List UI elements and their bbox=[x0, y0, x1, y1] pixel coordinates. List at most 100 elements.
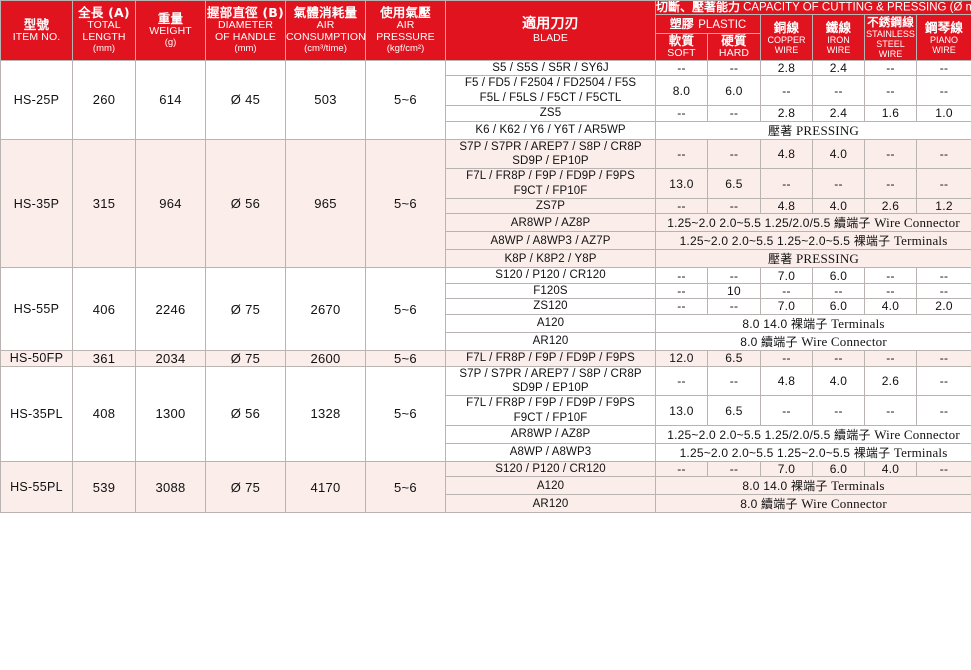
cell-blade: S120 / P120 / CR120 bbox=[445, 267, 656, 284]
cell-blade: AR120 bbox=[445, 494, 656, 514]
capacity-en: CAPACITY OF CUTTING & PRESSING (Ø mm) bbox=[743, 1, 971, 14]
cell-soft: 12.0 bbox=[655, 349, 708, 367]
cell-hard: -- bbox=[707, 365, 761, 397]
copper-wire-en1: COPPER bbox=[767, 34, 806, 45]
cell-blade: K6 / K62 / Y6 / Y6T / AR5WP bbox=[445, 120, 656, 140]
cell-blade: A8WP / A8WP3 / AZ7P bbox=[445, 231, 656, 251]
cell-soft: -- bbox=[655, 267, 708, 284]
cell-soft: -- bbox=[655, 105, 708, 122]
cell-soft: 8.0 bbox=[655, 75, 708, 107]
table-row: K6 / K62 / Y6 / Y6T / AR5WP 壓著 PRESSING bbox=[1, 120, 971, 140]
cell-air-consumption: 503 bbox=[285, 60, 366, 140]
weight-unit: (g) bbox=[164, 37, 177, 49]
plastic-cn: 塑膠 bbox=[669, 17, 694, 32]
cell-piano-wire: 2.0 bbox=[915, 298, 971, 315]
cell-stainless-steel-wire: -- bbox=[864, 60, 917, 77]
cell-blade: F5 / FD5 / F2504 / FD2504 / F5S F5L / F5L… bbox=[445, 75, 656, 107]
cell-soft: -- bbox=[655, 298, 708, 315]
stainless-wire-cn: 不銹鋼線 bbox=[867, 15, 914, 30]
merged-label-cn: 續端子 bbox=[834, 216, 871, 231]
merged-label-en: Wire Connector bbox=[874, 427, 960, 443]
cell-stainless-steel-wire: -- bbox=[864, 168, 917, 200]
cell-hard: -- bbox=[707, 461, 761, 478]
merged-label-en: Wire Connector bbox=[801, 496, 887, 512]
cell-piano-wire: 1.2 bbox=[915, 198, 971, 215]
cell-copper-wire: 2.8 bbox=[760, 60, 813, 77]
merged-label-cn: 壓著 bbox=[768, 252, 793, 267]
cell-copper-wire: 7.0 bbox=[760, 267, 813, 284]
cell-piano-wire: -- bbox=[915, 282, 971, 300]
cell-blade: ZS7P bbox=[445, 198, 656, 215]
cell-soft: -- bbox=[655, 60, 708, 77]
specification-table: 型號 ITEM NO. 全長 (A) TOTAL LENGTH (mm) 重量 … bbox=[0, 0, 971, 514]
blade-line: ZS5 bbox=[539, 107, 562, 120]
table-row: A8WP / A8WP3 1.25~2.0 2.0~5.5 1.25~2.0~5.… bbox=[1, 443, 971, 463]
cell-hard: -- bbox=[707, 105, 761, 122]
cell-capacity-merged: 壓著 PRESSING bbox=[654, 249, 971, 269]
blade-line: S7P / S7PR / AREP7 / S8P / CR8P bbox=[459, 140, 642, 153]
cell-blade: F7L / FR8P / F9P / FD9P / F9PS bbox=[445, 349, 656, 367]
merged-values: 1.25~2.0 2.0~5.5 1.25~2.0~5.5 bbox=[679, 234, 851, 249]
cell-blade: F7L / FR8P / F9P / FD9P / F9PS F9CT / FP1… bbox=[445, 395, 656, 427]
cell-soft: -- bbox=[655, 138, 708, 170]
iron-wire-en1: IRON bbox=[827, 34, 850, 45]
cell-hard: 6.5 bbox=[707, 168, 761, 200]
air-consumption-unit: (cm³/time) bbox=[304, 42, 347, 54]
blade-line: A120 bbox=[536, 479, 565, 492]
col-header-soft: 軟質 SOFT bbox=[655, 33, 708, 62]
cell-piano-wire: -- bbox=[915, 365, 971, 397]
diameter-cn: 握部直徑 (B) bbox=[207, 5, 284, 21]
table-row: HS-55P 406 2246 Ø 75 2670 5~6 S120 / P120 / CR… bbox=[0, 267, 971, 351]
cell-capacity-merged: 1.25~2.0 2.0~5.5 1.25/2.0/5.5 續端子 Wire C… bbox=[654, 425, 971, 445]
cell-capacity-merged: 1.25~2.0 2.0~5.5 1.25~2.0~5.5 裸端子 Termin… bbox=[654, 443, 971, 463]
cell-copper-wire: 4.8 bbox=[760, 138, 813, 170]
table-row: ZS120 -- -- 7.0 6.0 4.0 2.0 bbox=[1, 298, 971, 315]
cell-blade: F7L / FR8P / F9P / FD9P / F9PS F9CT / FP1… bbox=[445, 168, 656, 200]
total-length-unit: (mm) bbox=[92, 42, 116, 54]
cell-stainless-steel-wire: -- bbox=[864, 282, 917, 300]
cell-air-pressure: 5~6 bbox=[365, 365, 446, 463]
stainless-wire-en1: STAINLESS bbox=[866, 29, 915, 40]
total-length-en1: TOTAL bbox=[87, 19, 121, 32]
cell-weight: 614 bbox=[135, 60, 206, 140]
cell-hard: -- bbox=[707, 267, 761, 284]
air-consumption-cn: 氣體消耗量 bbox=[293, 5, 358, 21]
cell-air-consumption: 2600 bbox=[285, 349, 366, 367]
merged-label-cn: 裸端子 bbox=[790, 479, 828, 494]
air-pressure-cn: 使用氣壓 bbox=[380, 5, 431, 21]
blade-line: F9CT / FP10F bbox=[513, 184, 588, 197]
cell-blade: K8P / K8P2 / Y8P bbox=[445, 249, 656, 269]
col-header-piano-wire: 鋼琴線 PIANO WIRE bbox=[915, 14, 971, 62]
table-row: K8P / K8P2 / Y8P 壓著 PRESSING bbox=[1, 249, 971, 269]
cell-stainless-steel-wire: -- bbox=[864, 349, 917, 367]
merged-label-cn: 續端子 bbox=[761, 497, 798, 512]
piano-wire-en1: PIANO bbox=[930, 34, 959, 45]
iron-wire-cn: 鐵線 bbox=[825, 19, 852, 35]
table-row: AR120 8.0 續端子 Wire Connector bbox=[1, 331, 971, 351]
cell-air-pressure: 5~6 bbox=[365, 60, 446, 140]
cell-total-length: 260 bbox=[72, 60, 136, 140]
cell-blade: S7P / S7PR / AREP7 / S8P / CR8P SD9P / EP… bbox=[445, 138, 656, 170]
col-header-plastic-group: 塑膠 PLASTIC bbox=[655, 14, 761, 35]
col-header-blade: 適用刀刃 BLADE bbox=[445, 0, 656, 62]
cell-diameter: Ø 56 bbox=[205, 365, 286, 463]
cell-weight: 2246 bbox=[135, 267, 206, 351]
cell-piano-wire: -- bbox=[915, 75, 971, 107]
cell-capacity-merged: 1.25~2.0 2.0~5.5 1.25~2.0~5.5 裸端子 Termin… bbox=[654, 231, 971, 251]
copper-wire-cn: 銅線 bbox=[773, 19, 800, 35]
cell-iron-wire: -- bbox=[812, 168, 865, 200]
cell-hard: -- bbox=[707, 138, 761, 170]
total-length-cn: 全長 (A) bbox=[78, 5, 130, 21]
plastic-en: PLASTIC bbox=[698, 19, 747, 32]
diameter-en2: OF HANDLE bbox=[215, 31, 276, 44]
blade-line: SD9P / EP10P bbox=[512, 154, 589, 167]
table-row: HS-35PL 408 1300 Ø 56 1328 5~6 S7P / S7PR / AR… bbox=[0, 365, 971, 463]
header-row-2: 塑膠 PLASTIC 銅線 COPPER WIRE 鐵線 IRON WIRE 不… bbox=[1, 14, 971, 62]
cell-total-length: 408 bbox=[72, 365, 136, 463]
cell-hard: -- bbox=[707, 298, 761, 315]
table-header: 型號 ITEM NO. 全長 (A) TOTAL LENGTH (mm) 重量 … bbox=[0, 0, 971, 62]
cell-capacity-merged: 8.0 14.0 裸端子 Terminals bbox=[654, 313, 971, 333]
item-no-en: ITEM NO. bbox=[12, 30, 61, 43]
cell-hard: -- bbox=[707, 198, 761, 215]
table-row: HS-35P 315 964 Ø 56 965 5~6 S7P / S7PR / AREP7… bbox=[0, 138, 971, 269]
